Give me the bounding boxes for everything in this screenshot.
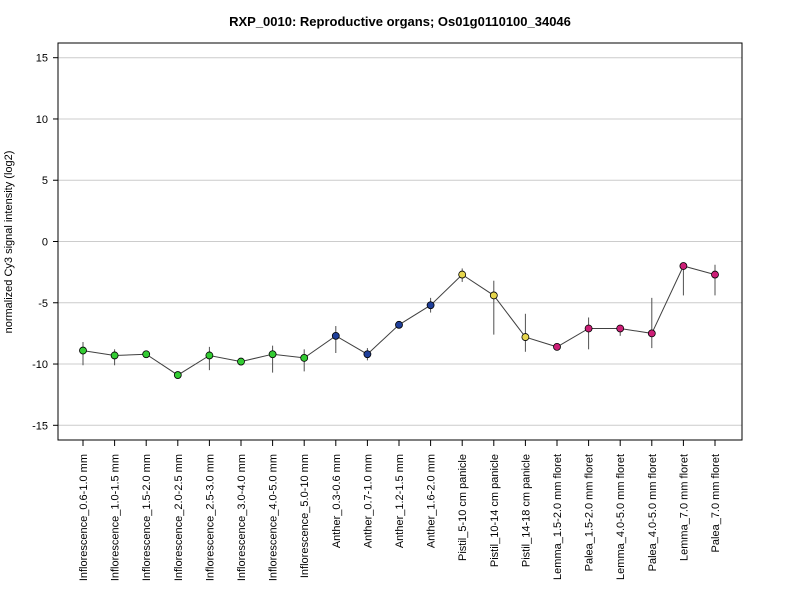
x-axis: Inflorescence_0.6-1.0 mm Inflorescence_1.…	[78, 440, 722, 581]
data-point	[110, 351, 119, 360]
data-point	[331, 331, 340, 340]
x-tick-label: Pistil_10-14 cm panicle	[489, 454, 501, 567]
x-tick-label: Anther_0.3-0.6 mm	[331, 454, 343, 548]
y-tick-label: -5	[38, 298, 48, 310]
data-point	[395, 320, 403, 329]
data-point	[173, 371, 182, 379]
data-point	[363, 350, 372, 359]
x-tick-label: Lemma_4.0-5.0 mm floret	[615, 454, 627, 580]
data-point	[300, 354, 309, 362]
data-point	[205, 351, 214, 360]
x-tick-label: Palea_1.5-2.0 mm floret	[584, 454, 596, 571]
data-point	[489, 291, 498, 300]
x-tick-label: Palea_7.0 mm floret	[710, 454, 722, 552]
data-point	[426, 301, 435, 310]
x-tick-label: Inflorescence_1.5-2.0 mm	[141, 454, 153, 581]
data-point	[647, 329, 656, 338]
x-tick-label: Palea_4.0-5.0 mm floret	[647, 454, 659, 571]
x-tick-label: Inflorescence_2.5-3.0 mm	[204, 454, 216, 581]
error-bars	[82, 263, 716, 377]
x-tick-label: Anther_1.6-2.0 mm	[426, 454, 438, 548]
y-tick-label: 10	[36, 114, 48, 126]
x-tick-label: Inflorescence_1.0-1.5 mm	[110, 454, 122, 581]
data-point	[458, 270, 467, 279]
data-point	[584, 324, 593, 333]
y-tick-label: 5	[42, 175, 48, 187]
plot-frame	[57, 42, 743, 441]
data-point	[679, 262, 688, 270]
x-tick-label: Pistil_14-18 cm panicle	[520, 454, 532, 567]
x-tick-label: Lemma_7.0 mm floret	[678, 454, 690, 561]
y-tick-label: -15	[32, 420, 48, 432]
data-point	[711, 270, 719, 279]
grid-layer	[58, 57, 742, 426]
series-path	[82, 265, 716, 376]
x-tick-label: Inflorescence_3.0-4.0 mm	[236, 454, 248, 581]
data-point	[268, 350, 277, 359]
y-axis: -15 -10 -5 0 5 10 15	[32, 53, 58, 432]
x-tick-label: Anther_0.7-1.0 mm	[362, 454, 374, 548]
y-tick-label: -10	[32, 359, 48, 371]
x-tick-label: Inflorescence_2.0-2.5 mm	[173, 454, 185, 581]
y-axis-label: normalized Cy3 signal intensity (log2)	[3, 151, 15, 334]
x-tick-label: Inflorescence_0.6-1.0 mm	[78, 454, 90, 581]
x-tick-label: Anther_1.2-1.5 mm	[394, 454, 406, 548]
data-point	[79, 346, 87, 355]
data-point	[142, 350, 151, 359]
y-tick-label: 0	[42, 237, 48, 249]
data-point	[521, 333, 530, 341]
x-tick-label: Pistil_5-10 cm panicle	[457, 454, 469, 561]
x-tick-label: Inflorescence_4.0-5.0 mm	[268, 454, 280, 581]
x-tick-label: Lemma_1.5-2.0 mm floret	[552, 454, 564, 580]
x-tick-label: Inflorescence_5.0-10 mm	[299, 454, 311, 578]
y-tick-label: 15	[36, 53, 48, 65]
data-point	[553, 342, 561, 351]
data-point	[616, 324, 625, 333]
series-line	[82, 265, 716, 376]
data-points	[79, 262, 719, 379]
data-point	[237, 357, 245, 366]
chart-title: RXP_0010: Reproductive organs; Os01g0110…	[229, 14, 571, 29]
